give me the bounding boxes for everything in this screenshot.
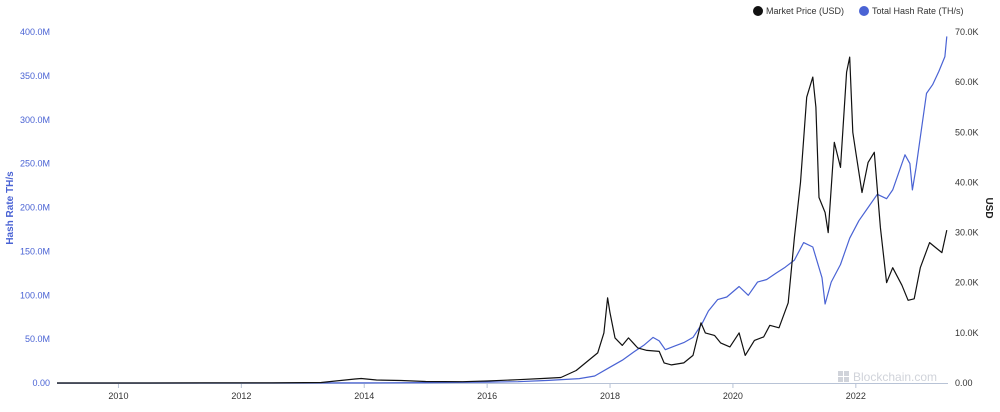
left-tick-label: 100.0M	[20, 290, 50, 300]
legend-marker-hashrate[interactable]	[859, 6, 869, 16]
left-tick-label: 200.0M	[20, 203, 50, 213]
watermark-text: Blockchain.com	[853, 370, 937, 384]
legend-label-price[interactable]: Market Price (USD)	[766, 6, 844, 16]
x-axis-ticks: 2010 2012 2014 2016 2018 2020 2022	[108, 383, 866, 401]
blockchain-logo-icon	[838, 371, 849, 382]
legend: Market Price (USD) Total Hash Rate (TH/s…	[753, 6, 964, 16]
legend-label-hashrate[interactable]: Total Hash Rate (TH/s)	[872, 6, 964, 16]
right-tick-label: 70.0K	[955, 27, 979, 37]
left-tick-label: 300.0M	[20, 115, 50, 125]
right-tick-label: 0.00	[955, 378, 973, 388]
left-axis-title: Hash Rate TH/s	[5, 171, 16, 245]
right-tick-label: 60.0K	[955, 77, 979, 87]
price-series-line[interactable]	[57, 56, 948, 384]
right-tick-label: 30.0K	[955, 228, 979, 238]
left-tick-label: 150.0M	[20, 246, 50, 256]
left-tick-label: 400.0M	[20, 27, 50, 37]
left-axis-ticks: 0.00 50.0M 100.0M 150.0M 200.0M 250.0M 300.0M 3…	[20, 27, 50, 388]
right-tick-label: 40.0K	[955, 177, 979, 187]
x-tick-label: 2014	[354, 391, 374, 401]
x-tick-label: 2018	[600, 391, 620, 401]
legend-marker-price[interactable]	[753, 6, 763, 16]
watermark: Blockchain.com	[838, 370, 937, 384]
left-tick-label: 50.0M	[25, 334, 50, 344]
x-tick-label: 2020	[723, 391, 743, 401]
left-tick-label: 0.00	[32, 378, 50, 388]
x-tick-label: 2010	[108, 391, 128, 401]
x-tick-label: 2022	[846, 391, 866, 401]
x-tick-label: 2016	[477, 391, 497, 401]
x-tick-label: 2012	[231, 391, 251, 401]
left-tick-label: 350.0M	[20, 71, 50, 81]
right-axis-ticks: 0.00 10.0K 20.0K 30.0K 40.0K 50.0K 60.0K 70.0K	[955, 27, 979, 388]
right-axis-title: USD	[983, 197, 994, 218]
series-layer	[57, 36, 948, 384]
left-tick-label: 250.0M	[20, 159, 50, 169]
hashrate-series-line[interactable]	[57, 36, 948, 384]
right-tick-label: 10.0K	[955, 328, 979, 338]
right-tick-label: 20.0K	[955, 278, 979, 288]
right-tick-label: 50.0K	[955, 127, 979, 137]
